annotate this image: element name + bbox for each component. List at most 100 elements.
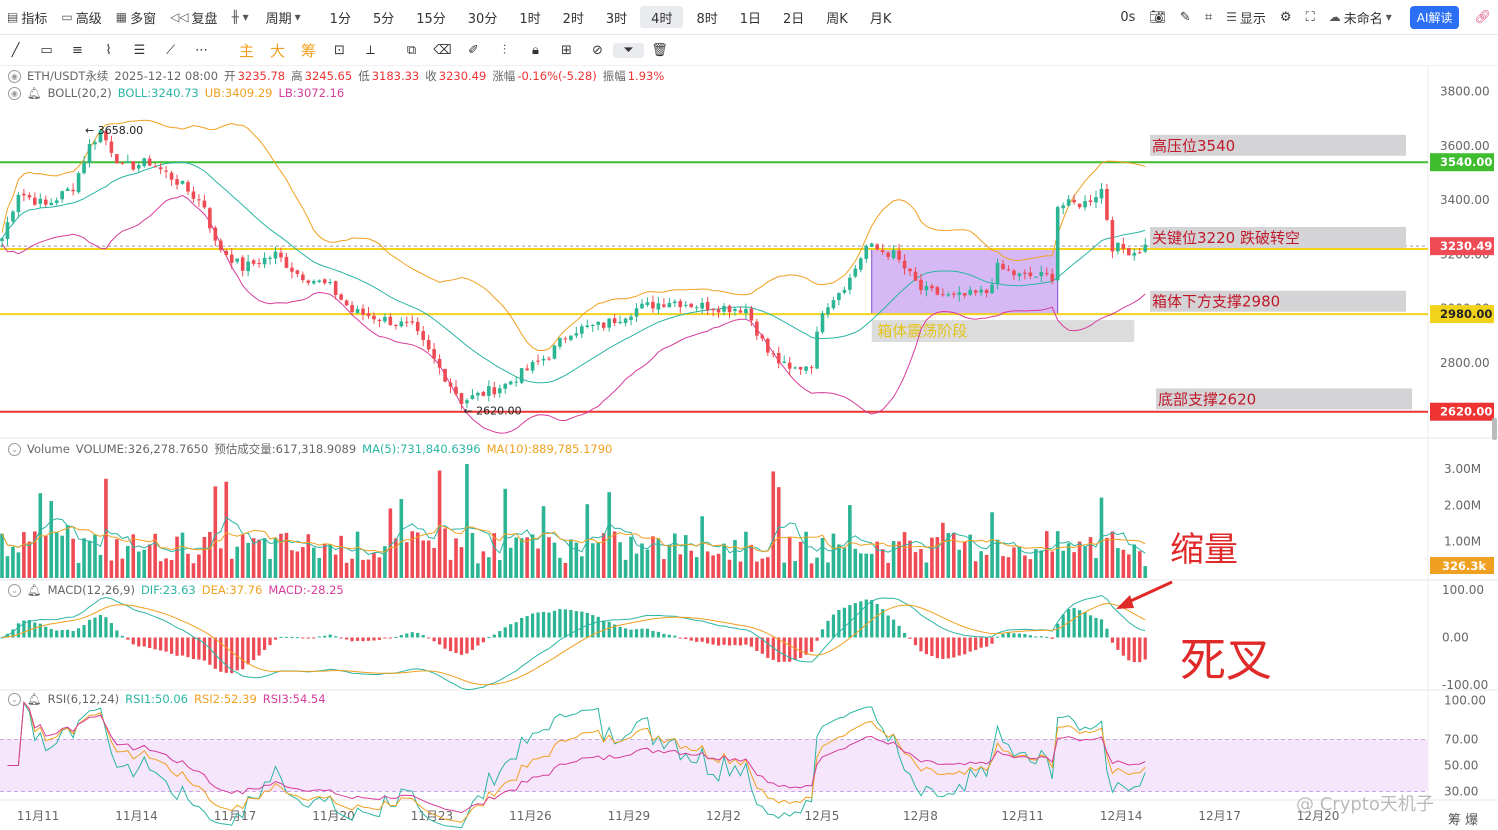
parallel-lines-icon[interactable]: ≡ [72, 42, 83, 58]
ai-interpret-button[interactable]: AI解读 [1409, 5, 1460, 29]
macd-bar [241, 637, 245, 670]
candle-body [49, 202, 54, 206]
fullscreen-icon[interactable]: ⛶ [1305, 9, 1315, 25]
ruler-icon[interactable]: ⟂ [366, 42, 375, 58]
interval-tab-5[interactable]: 2时 [562, 11, 584, 27]
pen-icon[interactable]: ✎ [1179, 9, 1191, 25]
indicator-button[interactable]: ▤ 指标 [7, 10, 48, 27]
candle-body [235, 258, 240, 262]
macd-bar [1083, 612, 1087, 638]
candle-body [968, 289, 972, 295]
interval-tab-9[interactable]: 1日 [739, 11, 762, 27]
chevron-down-icon[interactable]: ⌄ [8, 692, 21, 706]
interval-tab-8[interactable]: 8时 [696, 11, 718, 27]
eye-icon[interactable]: ◉ [8, 69, 21, 83]
advanced-button[interactable]: ▭ 高级 [61, 10, 102, 27]
brush-icon[interactable]: ✐ [468, 42, 479, 58]
macd-bar [563, 609, 568, 638]
workspace-dropdown[interactable]: ☁ 未命名 ▾ [1328, 10, 1392, 27]
candle-body [924, 285, 929, 291]
macd-bar [312, 637, 316, 639]
eye-icon[interactable]: ◉ [8, 86, 21, 100]
candle-body [295, 270, 300, 274]
bell-icon[interactable]: 🔔︎ [27, 583, 42, 597]
candle-body [1132, 252, 1137, 256]
crop-icon[interactable]: ⌗ [1204, 9, 1213, 25]
candle-body [525, 368, 529, 371]
multi-window-button[interactable]: ▦ 多窗 [115, 10, 157, 27]
lock-icon[interactable]: 🔒︎ [532, 42, 539, 58]
volume-bar [782, 562, 787, 578]
template-icon[interactable]: ⊞ [561, 42, 572, 58]
trash-icon[interactable]: 🗑︎ [651, 42, 668, 58]
eraser-icon[interactable]: ⌫ [433, 42, 452, 58]
candle-body [465, 400, 469, 404]
volume-bar [1044, 531, 1049, 578]
period-dropdown[interactable]: 周期 ▾ [265, 10, 301, 27]
replay-button[interactable]: ◁◁ 复盘 [170, 10, 218, 27]
macd-bar [1001, 633, 1005, 638]
bell-icon[interactable]: 🔔︎ [27, 86, 42, 100]
display-button[interactable]: ☰ 显示 [1226, 10, 1266, 27]
chevron-down-icon[interactable]: ⌄ [8, 442, 21, 456]
interval-tab-1[interactable]: 5分 [372, 11, 395, 27]
volume-bar [798, 541, 803, 578]
macd-bar [219, 637, 223, 672]
macd-bar [191, 637, 196, 660]
settings-icon[interactable]: ⚙ [1279, 9, 1292, 25]
candle-body [919, 279, 923, 291]
macd-bar [700, 637, 704, 642]
volume-bar [136, 551, 141, 578]
x-axis-label: 12月8 [903, 809, 938, 823]
interval-tab-4[interactable]: 1时 [519, 11, 541, 27]
volume-bar [541, 506, 546, 578]
macd-bar [618, 626, 622, 638]
volume-bar [601, 533, 606, 578]
volume-bar [919, 548, 923, 578]
bell-icon[interactable]: 🔔︎ [27, 692, 42, 706]
macd-bar [514, 622, 518, 638]
fib-tool-icon[interactable]: ⌇ [105, 42, 112, 58]
volume-bar [399, 499, 404, 578]
volume-bar [0, 533, 4, 578]
rsi3-line [7, 701, 1146, 814]
horizontal-lines-icon[interactable]: ☰ [133, 42, 146, 58]
big-order-toggle[interactable]: 大 [269, 41, 285, 60]
boll-legend: ◉ 🔔︎ BOLL(20,2) BOLL:3240.73 UB:3409.29 … [8, 86, 350, 100]
macd-bar [257, 637, 261, 656]
volume-bar [16, 552, 21, 578]
more-tools-icon[interactable]: ⋯ [195, 42, 208, 58]
interval-tab-2[interactable]: 15分 [416, 11, 446, 27]
interval-tab-0[interactable]: 1分 [329, 11, 351, 27]
copy-icon[interactable]: ⧉ [406, 42, 417, 58]
magnet-icon[interactable]: ⊡ [334, 42, 345, 58]
seconds-button[interactable]: 0s [1120, 9, 1136, 25]
camera-icon[interactable]: 📷︎ [1149, 9, 1166, 25]
rectangle-tool-icon[interactable]: ▭ [40, 42, 53, 58]
interval-tab-7[interactable]: 4时 [640, 6, 684, 28]
macd-bar [749, 637, 753, 647]
ray-tool-icon[interactable]: ⟋ [165, 42, 176, 58]
filter-icon[interactable]: ⏷ [613, 42, 644, 58]
interval-tab-12[interactable]: 月K [869, 11, 892, 27]
candle-body [322, 279, 327, 284]
interval-tab-11[interactable]: 周K [826, 11, 848, 27]
chip-toggle[interactable]: 筹 [300, 41, 316, 60]
macd-bar [968, 637, 972, 652]
chart-type-dropdown[interactable]: ╫ ▾ [225, 0, 259, 34]
candle-body [147, 158, 152, 166]
bars-icon[interactable]: ⫶ [502, 42, 507, 58]
interval-tab-3[interactable]: 30分 [467, 11, 498, 27]
main-chart-toggle[interactable]: 主 [238, 41, 254, 60]
interval-tab-6[interactable]: 3时 [605, 11, 628, 27]
macd-bar [1121, 637, 1125, 656]
hide-icon[interactable]: ⊘ [592, 42, 603, 58]
interval-tab-10[interactable]: 2日 [783, 11, 805, 27]
volume-bar [1116, 548, 1120, 578]
line-tool-icon[interactable]: ╱ [11, 42, 20, 58]
volume-bar [869, 553, 874, 578]
chevron-down-icon[interactable]: ⌄ [8, 583, 21, 597]
link-icon[interactable]: 🔗︎ [1474, 9, 1491, 25]
box-support-label-bg [1150, 290, 1406, 312]
volume-bar [979, 551, 983, 578]
